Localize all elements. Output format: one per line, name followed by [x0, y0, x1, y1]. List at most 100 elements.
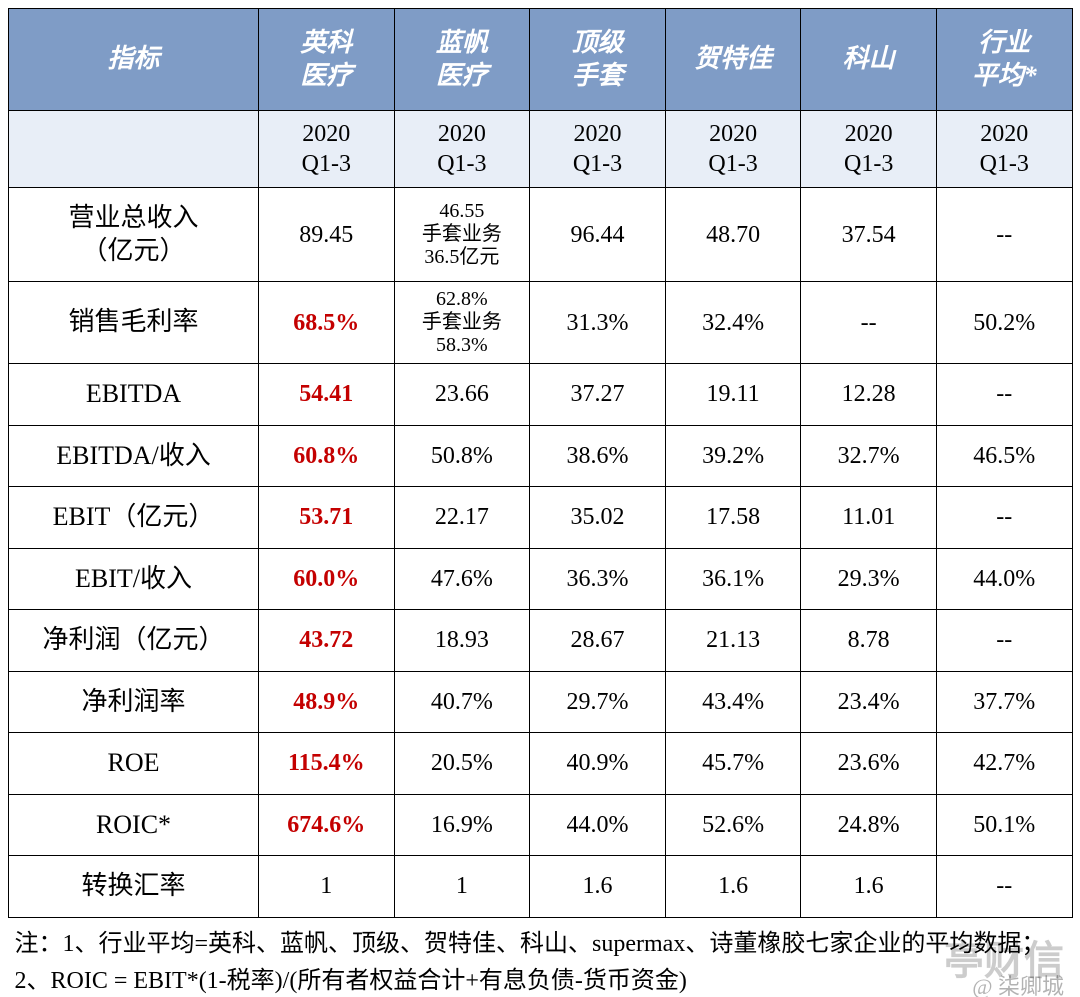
value-cell: 53.71: [259, 487, 395, 549]
table-row: 净利润（亿元）43.7218.9328.6721.138.78--: [9, 610, 1073, 672]
footnote-row: 注：1、行业平均=英科、蓝帆、顶级、贺特佳、科山、supermax、诗董橡胶七家…: [9, 917, 1073, 997]
value-cell: 32.7%: [801, 425, 937, 487]
financial-comparison-table: 指标 英科医疗 蓝帆医疗 顶级手套 贺特佳 科山 行业平均* 2020Q1-3 …: [8, 8, 1073, 997]
value-cell: 89.45: [259, 188, 395, 282]
value-cell: --: [936, 610, 1072, 672]
value-cell: 21.13: [665, 610, 801, 672]
table-row: 转换汇率111.61.61.6--: [9, 856, 1073, 918]
value-cell: 60.0%: [259, 548, 395, 610]
value-cell: 36.3%: [530, 548, 666, 610]
subheader-period-5: 2020Q1-3: [801, 111, 937, 188]
value-cell: 48.70: [665, 188, 801, 282]
value-cell: 50.1%: [936, 794, 1072, 856]
metric-cell: 销售毛利率: [9, 282, 259, 364]
value-cell: 54.41: [259, 364, 395, 426]
table-row: 销售毛利率68.5%62.8%手套业务58.3%31.3%32.4%--50.2…: [9, 282, 1073, 364]
table-row: 净利润率48.9%40.7%29.7%43.4%23.4%37.7%: [9, 671, 1073, 733]
metric-cell: EBIT（亿元）: [9, 487, 259, 549]
value-cell: 1: [259, 856, 395, 918]
value-cell: 31.3%: [530, 282, 666, 364]
value-cell: 46.55手套业务36.5亿元: [394, 188, 530, 282]
metric-cell: EBITDA: [9, 364, 259, 426]
value-cell: 37.27: [530, 364, 666, 426]
value-cell: 37.54: [801, 188, 937, 282]
value-cell: 28.67: [530, 610, 666, 672]
value-cell: 23.66: [394, 364, 530, 426]
value-cell: 23.6%: [801, 733, 937, 795]
metric-cell: ROE: [9, 733, 259, 795]
header-row-period: 2020Q1-3 2020Q1-3 2020Q1-3 2020Q1-3 2020…: [9, 111, 1073, 188]
value-cell: 48.9%: [259, 671, 395, 733]
value-cell: 1.6: [801, 856, 937, 918]
value-cell: 8.78: [801, 610, 937, 672]
header-company-2: 蓝帆医疗: [394, 9, 530, 111]
value-cell: 36.1%: [665, 548, 801, 610]
table-row: EBITDA54.4123.6637.2719.1112.28--: [9, 364, 1073, 426]
header-company-1: 英科医疗: [259, 9, 395, 111]
value-cell: 44.0%: [530, 794, 666, 856]
header-company-6: 行业平均*: [936, 9, 1072, 111]
value-cell: 16.9%: [394, 794, 530, 856]
page-root: 指标 英科医疗 蓝帆医疗 顶级手套 贺特佳 科山 行业平均* 2020Q1-3 …: [0, 0, 1080, 997]
value-cell: 19.11: [665, 364, 801, 426]
metric-cell: EBIT/收入: [9, 548, 259, 610]
value-cell: 52.6%: [665, 794, 801, 856]
value-cell: --: [936, 856, 1072, 918]
subheader-period-3: 2020Q1-3: [530, 111, 666, 188]
table-row: EBIT（亿元）53.7122.1735.0217.5811.01--: [9, 487, 1073, 549]
header-row-companies: 指标 英科医疗 蓝帆医疗 顶级手套 贺特佳 科山 行业平均*: [9, 9, 1073, 111]
header-company-4: 贺特佳: [665, 9, 801, 111]
value-cell: 1.6: [665, 856, 801, 918]
metric-cell: ROIC*: [9, 794, 259, 856]
value-cell: 1.6: [530, 856, 666, 918]
value-cell: --: [936, 188, 1072, 282]
value-cell: 96.44: [530, 188, 666, 282]
value-cell: 50.2%: [936, 282, 1072, 364]
value-cell: --: [936, 364, 1072, 426]
table-body: 营业总收入（亿元）89.4546.55手套业务36.5亿元96.4448.703…: [9, 188, 1073, 997]
value-cell: 29.7%: [530, 671, 666, 733]
value-cell: 39.2%: [665, 425, 801, 487]
value-cell: 44.0%: [936, 548, 1072, 610]
metric-cell: 营业总收入（亿元）: [9, 188, 259, 282]
value-cell: 24.8%: [801, 794, 937, 856]
value-cell: 115.4%: [259, 733, 395, 795]
value-cell: 46.5%: [936, 425, 1072, 487]
subheader-period-2: 2020Q1-3: [394, 111, 530, 188]
value-cell: 38.6%: [530, 425, 666, 487]
footnote-text: 注：1、行业平均=英科、蓝帆、顶级、贺特佳、科山、supermax、诗董橡胶七家…: [9, 917, 1073, 997]
header-metric: 指标: [9, 9, 259, 111]
header-company-5: 科山: [801, 9, 937, 111]
value-cell: 37.7%: [936, 671, 1072, 733]
subheader-period-4: 2020Q1-3: [665, 111, 801, 188]
value-cell: --: [801, 282, 937, 364]
value-cell: 23.4%: [801, 671, 937, 733]
table-row: ROIC*674.6%16.9%44.0%52.6%24.8%50.1%: [9, 794, 1073, 856]
table-row: 营业总收入（亿元）89.4546.55手套业务36.5亿元96.4448.703…: [9, 188, 1073, 282]
header-company-3: 顶级手套: [530, 9, 666, 111]
value-cell: 20.5%: [394, 733, 530, 795]
table-row: ROE115.4%20.5%40.9%45.7%23.6%42.7%: [9, 733, 1073, 795]
value-cell: 62.8%手套业务58.3%: [394, 282, 530, 364]
subheader-blank: [9, 111, 259, 188]
value-cell: 1: [394, 856, 530, 918]
value-cell: 32.4%: [665, 282, 801, 364]
metric-cell: EBITDA/收入: [9, 425, 259, 487]
table-header: 指标 英科医疗 蓝帆医疗 顶级手套 贺特佳 科山 行业平均* 2020Q1-3 …: [9, 9, 1073, 188]
value-cell: 40.9%: [530, 733, 666, 795]
subheader-period-1: 2020Q1-3: [259, 111, 395, 188]
value-cell: 60.8%: [259, 425, 395, 487]
value-cell: 47.6%: [394, 548, 530, 610]
value-cell: 29.3%: [801, 548, 937, 610]
value-cell: 35.02: [530, 487, 666, 549]
metric-cell: 净利润率: [9, 671, 259, 733]
table-row: EBITDA/收入60.8%50.8%38.6%39.2%32.7%46.5%: [9, 425, 1073, 487]
value-cell: 22.17: [394, 487, 530, 549]
value-cell: 17.58: [665, 487, 801, 549]
metric-cell: 净利润（亿元）: [9, 610, 259, 672]
value-cell: 45.7%: [665, 733, 801, 795]
value-cell: 68.5%: [259, 282, 395, 364]
value-cell: 11.01: [801, 487, 937, 549]
value-cell: 50.8%: [394, 425, 530, 487]
table-row: EBIT/收入60.0%47.6%36.3%36.1%29.3%44.0%: [9, 548, 1073, 610]
